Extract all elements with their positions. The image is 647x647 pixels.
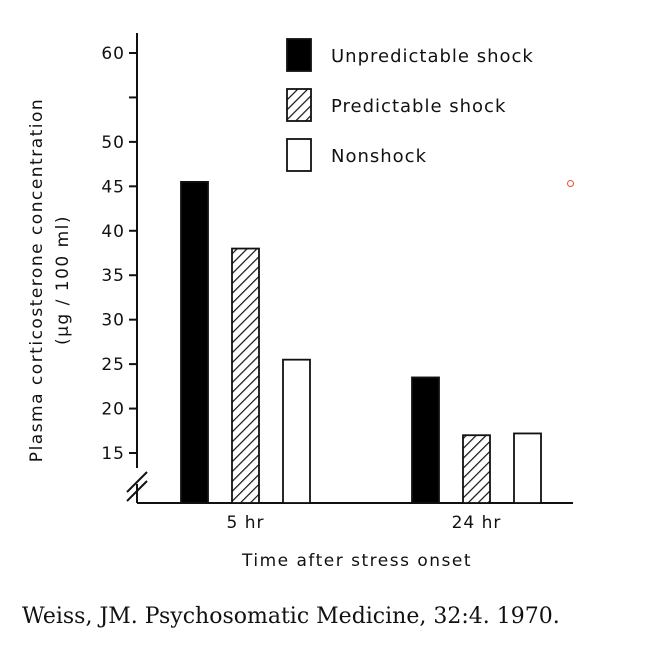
y-axis-title-main: Plasma corticosterone concentration	[27, 98, 47, 462]
x-tick-label-5hr: 5 hr	[227, 513, 265, 533]
bar-unpredictable-shock-5hr	[180, 180, 209, 504]
axis-break-mark	[126, 471, 148, 502]
y-tick-label-50: 50	[101, 133, 125, 153]
y-ticks: 15 20 25 30 35 40 45 50 60	[101, 44, 137, 464]
bar-nonshock-5hr	[282, 358, 311, 504]
bars	[180, 180, 542, 504]
bar-chart: 15 20 25 30 35 40 45 50 60 5 hr 24 hr Time after …	[27, 33, 573, 571]
legend-label-nonshock: Nonshock	[331, 146, 427, 167]
y-tick-label-25: 25	[101, 355, 125, 375]
legend-swatch-nonshock	[286, 138, 312, 172]
x-axis-title: Time after stress onset	[241, 551, 472, 571]
bar-predictable-shock-5hr	[231, 247, 260, 504]
legend-label-unpredictable-shock: Unpredictable shock	[331, 46, 534, 67]
y-tick-label-35: 35	[101, 266, 125, 286]
y-axis-title-units: (µg / 100 ml)	[53, 215, 73, 345]
y-tick-label-30: 30	[101, 311, 125, 331]
stray-dot-mark	[567, 180, 574, 187]
legend-swatch-unpredictable-shock	[286, 38, 312, 72]
y-tick-label-45: 45	[101, 177, 125, 197]
y-tick-label-40: 40	[101, 222, 125, 242]
bar-unpredictable-shock-24hr	[411, 376, 440, 504]
bar-nonshock-24hr	[513, 432, 542, 504]
x-ticks: 5 hr 24 hr	[227, 513, 502, 533]
citation: Weiss, JM. Psychosomatic Medicine, 32:4.…	[22, 604, 560, 629]
y-axis-title: Plasma corticosterone concentration (µg …	[27, 98, 73, 462]
legend: Unpredictable shock Predictable shock Nons…	[286, 38, 534, 172]
legend-label-predictable-shock: Predictable shock	[331, 96, 506, 117]
x-tick-label-24hr: 24 hr	[452, 513, 502, 533]
y-tick-label-15: 15	[101, 444, 125, 464]
bar-predictable-shock-24hr	[462, 434, 491, 504]
y-tick-label-20: 20	[101, 400, 125, 420]
y-tick-label-60: 60	[101, 44, 125, 64]
legend-swatch-predictable-shock	[286, 88, 312, 122]
axes	[126, 33, 573, 504]
